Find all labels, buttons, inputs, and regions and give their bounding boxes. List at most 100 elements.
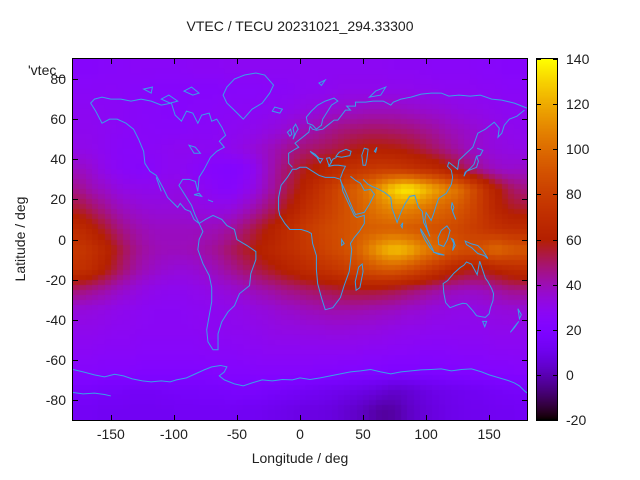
y-tick-mark xyxy=(73,319,78,321)
coastline-iceland xyxy=(272,107,282,113)
coastline-new-zealand xyxy=(510,309,521,333)
coastline-antarctica xyxy=(73,365,527,395)
y-tick-mark xyxy=(522,359,527,361)
x-tick-mark xyxy=(363,59,365,64)
coastline-svalbard xyxy=(319,80,386,97)
x-tick-mark xyxy=(489,415,491,420)
y-tick-mark xyxy=(522,239,527,241)
colorbar-tick-mark xyxy=(537,284,541,286)
colorbar-tick-label: 20 xyxy=(566,321,582,338)
x-tick-mark xyxy=(173,59,175,64)
colorbar-tick-mark xyxy=(553,59,557,60)
y-tick-label: 20 xyxy=(50,191,66,208)
colorbar-tick-label: 80 xyxy=(566,186,582,203)
colorbar-tick-mark xyxy=(553,329,557,331)
coastline-africa xyxy=(279,167,365,309)
coastline-sri-lanka xyxy=(401,223,403,228)
coastline-baja xyxy=(156,177,161,191)
coastline-africa-lakes xyxy=(342,240,345,246)
colorbar-tick-mark xyxy=(537,419,541,420)
x-tick-label: 100 xyxy=(414,426,438,442)
y-tick-mark xyxy=(73,159,78,161)
coastline-europe-russia xyxy=(289,93,527,167)
coastline-uk-ireland xyxy=(287,124,298,139)
colorbar-tick-label: 120 xyxy=(566,96,590,113)
coastline-caspian-aral xyxy=(362,147,377,165)
x-tick-label: 50 xyxy=(355,426,371,442)
y-tick-label: 0 xyxy=(58,231,66,248)
colorbar-tick-mark xyxy=(553,284,557,286)
coastline-east-asia xyxy=(363,110,524,236)
y-tick-label: 40 xyxy=(50,151,66,168)
coastline-new-guinea xyxy=(465,241,488,258)
coastline-arctic-islands xyxy=(144,87,199,103)
colorbar-tick-mark xyxy=(553,239,557,241)
colorbar-tick-mark xyxy=(537,59,541,60)
x-tick-mark xyxy=(236,415,238,420)
x-tick-label: -100 xyxy=(159,426,188,442)
y-tick-label: -40 xyxy=(45,311,66,328)
y-tick-mark xyxy=(73,359,78,361)
colorbar-tick-label: 60 xyxy=(566,231,582,248)
coastline-south-america xyxy=(198,215,256,349)
plot-area xyxy=(72,58,528,421)
colorbar-tick-mark xyxy=(553,374,557,376)
colorbar-tick-mark xyxy=(537,194,541,196)
x-tick-label: -50 xyxy=(226,426,248,442)
chart-title: VTEC / TECU 20231021_294.33300 xyxy=(186,18,414,34)
x-tick-mark xyxy=(110,59,112,64)
colorbar xyxy=(536,58,558,421)
y-tick-mark xyxy=(522,199,527,201)
colorbar-tick-label: 40 xyxy=(566,276,582,293)
colorbar-canvas xyxy=(537,59,557,420)
y-tick-label: -80 xyxy=(45,391,66,408)
colorbar-tick-mark xyxy=(537,374,541,376)
x-tick-mark xyxy=(300,59,301,64)
y-tick-mark xyxy=(73,399,78,401)
coastlines-overlay xyxy=(73,59,527,420)
colorbar-tick-mark xyxy=(553,419,557,420)
y-tick-label: -20 xyxy=(45,271,66,288)
y-tick-label: 60 xyxy=(50,111,66,128)
y-tick-mark xyxy=(522,159,527,161)
x-tick-mark xyxy=(426,59,428,64)
coastline-japan xyxy=(464,148,483,176)
x-tick-mark xyxy=(300,415,301,420)
coastline-north-america xyxy=(91,97,226,223)
key-label: 'vtec_ xyxy=(28,62,65,78)
x-tick-label: 150 xyxy=(477,426,501,442)
y-tick-mark xyxy=(73,119,78,121)
y-tick-mark xyxy=(522,79,527,81)
y-tick-mark xyxy=(522,279,527,281)
x-tick-label: 0 xyxy=(296,426,304,442)
x-axis-label: Longitude / deg xyxy=(251,450,349,466)
colorbar-tick-mark xyxy=(537,149,541,151)
colorbar-tick-mark xyxy=(537,104,541,106)
y-tick-mark xyxy=(522,319,527,321)
y-tick-mark xyxy=(73,79,78,81)
colorbar-tick-label: 140 xyxy=(566,51,590,67)
x-tick-mark xyxy=(236,59,238,64)
colorbar-tick-label: 0 xyxy=(566,366,574,383)
coastline-great-lakes xyxy=(189,145,200,153)
coastline-caribbean xyxy=(194,193,213,201)
coastline-black-sea xyxy=(336,149,351,157)
x-tick-mark xyxy=(426,415,428,420)
colorbar-tick-mark xyxy=(537,329,541,331)
y-tick-mark xyxy=(73,199,78,201)
coastline-arabia xyxy=(340,176,374,214)
x-tick-mark xyxy=(489,59,491,64)
colorbar-tick-mark xyxy=(553,104,557,106)
colorbar-tick-label: 100 xyxy=(566,141,590,158)
colorbar-tick-label: -20 xyxy=(566,412,587,428)
y-tick-mark xyxy=(73,279,78,281)
x-tick-mark xyxy=(363,415,365,420)
coastline-scandinavia xyxy=(306,98,338,129)
y-tick-mark xyxy=(73,239,78,241)
coastline-mediterranean xyxy=(310,151,345,178)
x-tick-label: -150 xyxy=(96,426,125,442)
colorbar-tick-mark xyxy=(553,194,557,196)
colorbar-tick-mark xyxy=(537,239,541,241)
coastline-australia xyxy=(443,261,493,327)
